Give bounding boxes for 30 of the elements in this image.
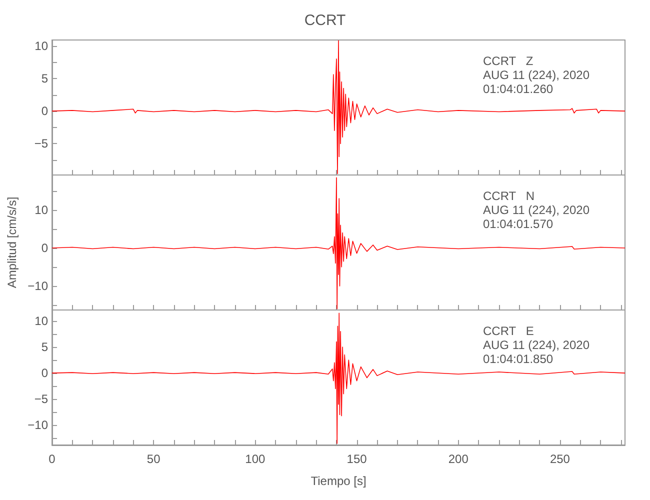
x-tick-label: 250	[550, 452, 570, 466]
annotation: CCRT E	[483, 324, 534, 338]
annotation: CCRT Z	[483, 54, 534, 68]
y-tick-label: 0	[41, 366, 48, 380]
y-tick-label: 5	[41, 71, 48, 86]
annotation: 01:04:01.850	[483, 352, 554, 366]
annotation: 01:04:01.260	[483, 82, 554, 96]
annotation: 01:04:01.570	[483, 217, 554, 231]
x-axis-title: Tiempo [s]	[310, 474, 366, 488]
annotation: AUG 11 (224), 2020	[483, 68, 590, 82]
x-tick-label: 50	[146, 452, 161, 466]
y-axis-title: Amplitud [cm/s/s]	[5, 196, 19, 288]
y-tick-label: −5	[34, 392, 48, 406]
y-tick-label: −10	[28, 418, 48, 432]
y-tick-label: −10	[28, 279, 48, 294]
y-tick-label: −5	[34, 136, 48, 151]
y-tick-label: 10	[34, 202, 48, 217]
y-tick-label: 10	[34, 314, 48, 328]
annotation: AUG 11 (224), 2020	[483, 203, 590, 217]
line-series	[52, 312, 626, 444]
y-tick-label: 5	[41, 340, 48, 354]
x-tick-label: 100	[245, 452, 266, 466]
annotation: CCRT N	[483, 189, 535, 203]
x-tick-label: 200	[448, 452, 469, 466]
y-tick-label: 0	[41, 241, 48, 256]
y-tick-label: 10	[34, 38, 48, 53]
annotation: AUG 11 (224), 2020	[483, 338, 590, 352]
y-tick-label: 0	[41, 104, 48, 118]
x-tick-label: 150	[346, 452, 368, 466]
chart-title: CCRT	[304, 12, 346, 29]
